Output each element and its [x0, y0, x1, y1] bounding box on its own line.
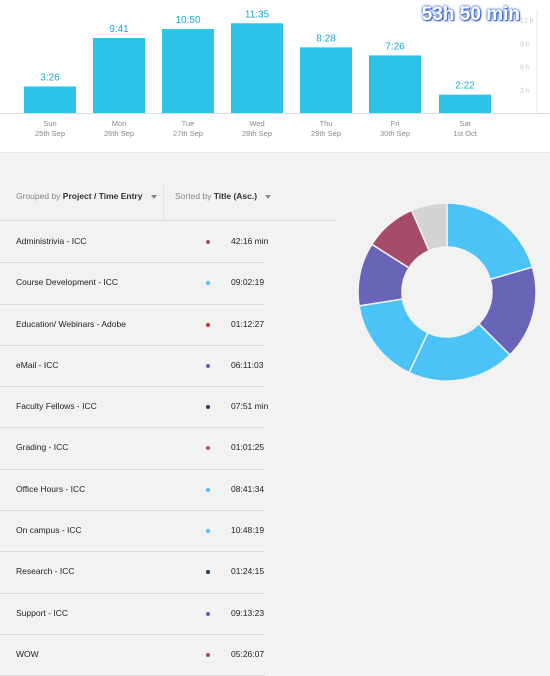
bar-value-label: 7:26 [385, 41, 405, 52]
day-date-label: 28th Sep [242, 129, 272, 138]
entry-name: Research - ICC [16, 566, 75, 577]
bar-value-label: 9:41 [109, 24, 129, 35]
entry-name: Support - ICC [16, 607, 68, 618]
entry-row[interactable]: Support - ICC 09:13:23 [0, 594, 265, 635]
day-name-label: Mon [112, 119, 127, 128]
project-color-dot-icon [206, 405, 210, 410]
day-date-label: 29th Sep [311, 129, 341, 138]
total-time-badge: 53h 50 min [421, 4, 520, 25]
day-name-label: Sat [459, 119, 471, 128]
project-color-dot-icon [206, 652, 210, 657]
day-date-label: 27th Sep [173, 129, 203, 138]
entry-row[interactable]: Research - ICC 01:24:15 [0, 552, 265, 594]
day-bar[interactable] [24, 86, 76, 113]
project-color-dot-icon [206, 570, 210, 575]
entry-row[interactable]: WOW 05:26:07 [0, 635, 265, 676]
y-tick-label: 9 h [520, 41, 530, 48]
project-color-dot-icon [206, 240, 210, 244]
bar-value-label: 8:28 [316, 33, 336, 44]
y-tick-label: 3 h [520, 88, 530, 95]
chevron-down-icon [150, 194, 157, 199]
entry-list: Administrivia - ICC 42:16 min Course Devel… [0, 222, 269, 676]
project-color-dot-icon [206, 363, 210, 368]
day-bar[interactable] [93, 37, 145, 114]
list-controls: Grouped by Project / Time Entry Sorted b… [0, 185, 335, 221]
entry-duration: 01:24:15 [231, 566, 265, 577]
day-bar[interactable] [231, 23, 283, 114]
day-name-label: Thu [320, 119, 333, 128]
project-color-dot-icon [206, 446, 210, 451]
entry-duration: 10:48:19 [231, 525, 265, 536]
project-donut-chart [357, 202, 537, 382]
entry-duration: 07:51 min [231, 401, 269, 412]
entry-row[interactable]: Administrivia - ICC 42:16 min [0, 222, 269, 264]
entry-row[interactable]: Education/ Webinars - Adobe 01:12:27 [0, 305, 265, 346]
entry-name: Administrivia - ICC [16, 236, 87, 246]
entry-duration: 09:02:19 [231, 277, 265, 288]
y-tick-label: 12 h [520, 18, 534, 25]
entry-name: Office Hours - ICC [16, 483, 86, 494]
entry-duration: 05:26:07 [231, 648, 265, 659]
entry-row[interactable]: On campus - ICC 10:48:19 [0, 511, 265, 553]
entry-name: eMail - ICC [16, 359, 59, 370]
project-color-dot-icon [206, 529, 210, 534]
entry-row[interactable]: Faculty Fellows - ICC 07:51 min [0, 387, 269, 429]
bar-value-label: 11:35 [245, 9, 270, 20]
day-date-label: 26th Sep [104, 129, 134, 138]
group-by-prefix: Grouped by [16, 191, 61, 201]
bar-value-label: 10:50 [175, 15, 200, 26]
bar-value-label: 3:26 [40, 72, 60, 83]
entry-row[interactable]: Grading - ICC 01:01:25 [0, 428, 265, 470]
entry-duration: 42:16 min [231, 236, 269, 246]
sort-by-prefix: Sorted by [175, 191, 212, 201]
day-bar[interactable] [439, 94, 491, 113]
day-bar[interactable] [300, 47, 352, 113]
entry-name: Faculty Fellows - ICC [16, 401, 97, 412]
entry-name: On campus - ICC [16, 525, 82, 536]
entry-duration: 06:11:03 [231, 359, 264, 370]
chevron-down-icon [265, 194, 272, 199]
group-by-value: Project / Time Entry [62, 191, 143, 201]
entry-row[interactable]: Office Hours - ICC 08:41:34 [0, 470, 265, 512]
day-bar[interactable] [369, 55, 421, 113]
project-color-dot-icon [206, 611, 210, 616]
project-color-dot-icon [206, 487, 210, 492]
sort-by-value: Title (Asc.) [213, 191, 258, 201]
day-name-label: Wed [249, 119, 264, 128]
entry-duration: 08:41:34 [231, 483, 265, 494]
chart-divider [0, 152, 550, 153]
entry-name: Course Development - ICC [16, 277, 119, 288]
entry-name: Education/ Webinars - Adobe [16, 318, 126, 329]
entry-row[interactable]: eMail - ICC 06:11:03 [0, 346, 265, 388]
day-name-label: Sun [43, 119, 56, 128]
donut-segment[interactable] [446, 202, 534, 281]
entry-duration: 01:12:27 [231, 318, 265, 329]
day-name-label: Tue [182, 119, 195, 128]
entry-duration: 01:01:25 [231, 442, 265, 453]
entry-name: Grading - ICC [16, 442, 69, 453]
group-by-dropdown[interactable]: Grouped by Project / Time Entry [16, 191, 157, 201]
day-bar[interactable] [162, 29, 214, 114]
day-date-label: 30th Sep [380, 129, 410, 138]
weekly-bar-chart: 12 h 9 h 6 h 3 h 3:26 Sun 25th Sep 9:41 Mon 26th … [0, 0, 550, 152]
day-date-label: 25th Sep [35, 129, 65, 138]
entry-row[interactable]: Course Development - ICC 09:02:19 [0, 263, 265, 305]
entry-duration: 09:13:23 [231, 607, 265, 618]
y-tick-label: 6 h [520, 65, 530, 72]
day-date-label: 1st Oct [453, 129, 478, 138]
project-color-dot-icon [206, 322, 210, 327]
bar-value-label: 2:22 [455, 81, 475, 92]
sort-by-dropdown[interactable]: Sorted by Title (Asc.) [175, 191, 272, 201]
day-name-label: Fri [391, 119, 400, 128]
project-color-dot-icon [206, 281, 210, 286]
donut-segment[interactable] [410, 202, 448, 252]
controls-divider [163, 185, 164, 221]
entry-name: WOW [16, 648, 39, 659]
